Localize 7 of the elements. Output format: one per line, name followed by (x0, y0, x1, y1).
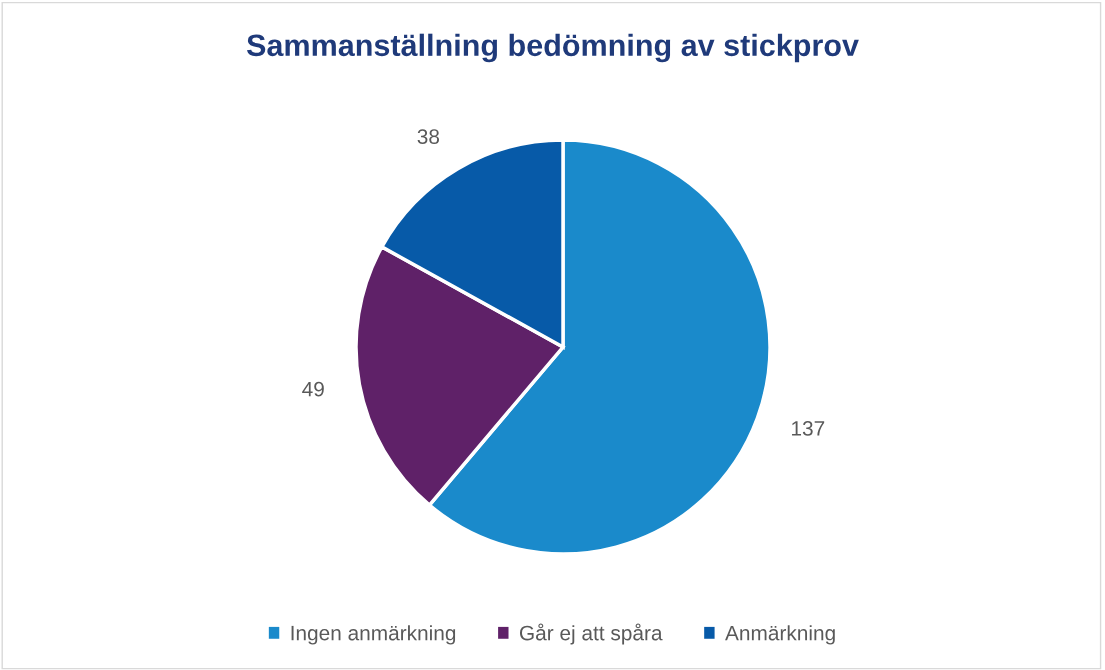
legend-label: Går ej att spåra (519, 623, 663, 645)
legend-label: Ingen anmärkning (291, 625, 456, 645)
data-label: 137 (792, 421, 825, 436)
legend-label: Anmärkning (725, 625, 835, 645)
data-label: 38 (417, 129, 440, 144)
chart-title: Sammanställning bedömning av stickprov (246, 33, 859, 63)
data-label: 49 (302, 381, 324, 397)
